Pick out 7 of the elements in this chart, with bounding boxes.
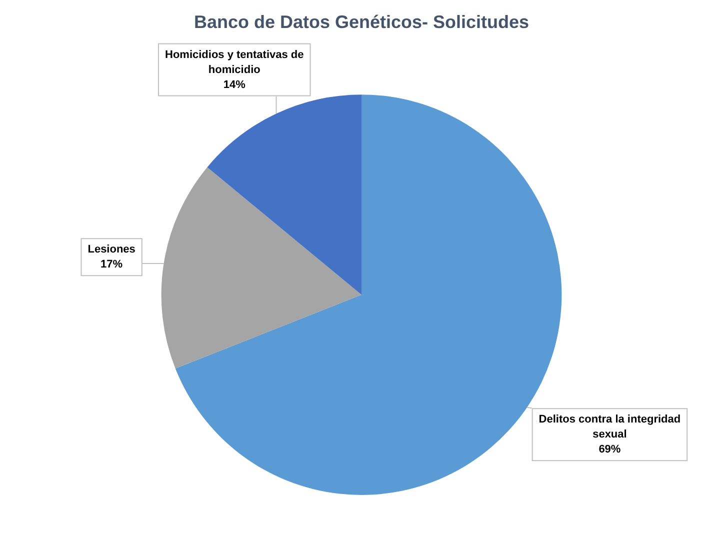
data-label: 69% bbox=[598, 444, 621, 456]
slice-label: Lesiones bbox=[88, 244, 136, 256]
data-label: 14% bbox=[223, 78, 246, 91]
data-label: 17% bbox=[100, 258, 123, 271]
slice-label: Homicidios y tentativas de homicidio bbox=[164, 48, 304, 76]
chart-title: Banco de Datos Genéticos- Solicitudes bbox=[194, 12, 530, 32]
slice-label: Delitos contra la integridad sexual bbox=[538, 414, 681, 441]
